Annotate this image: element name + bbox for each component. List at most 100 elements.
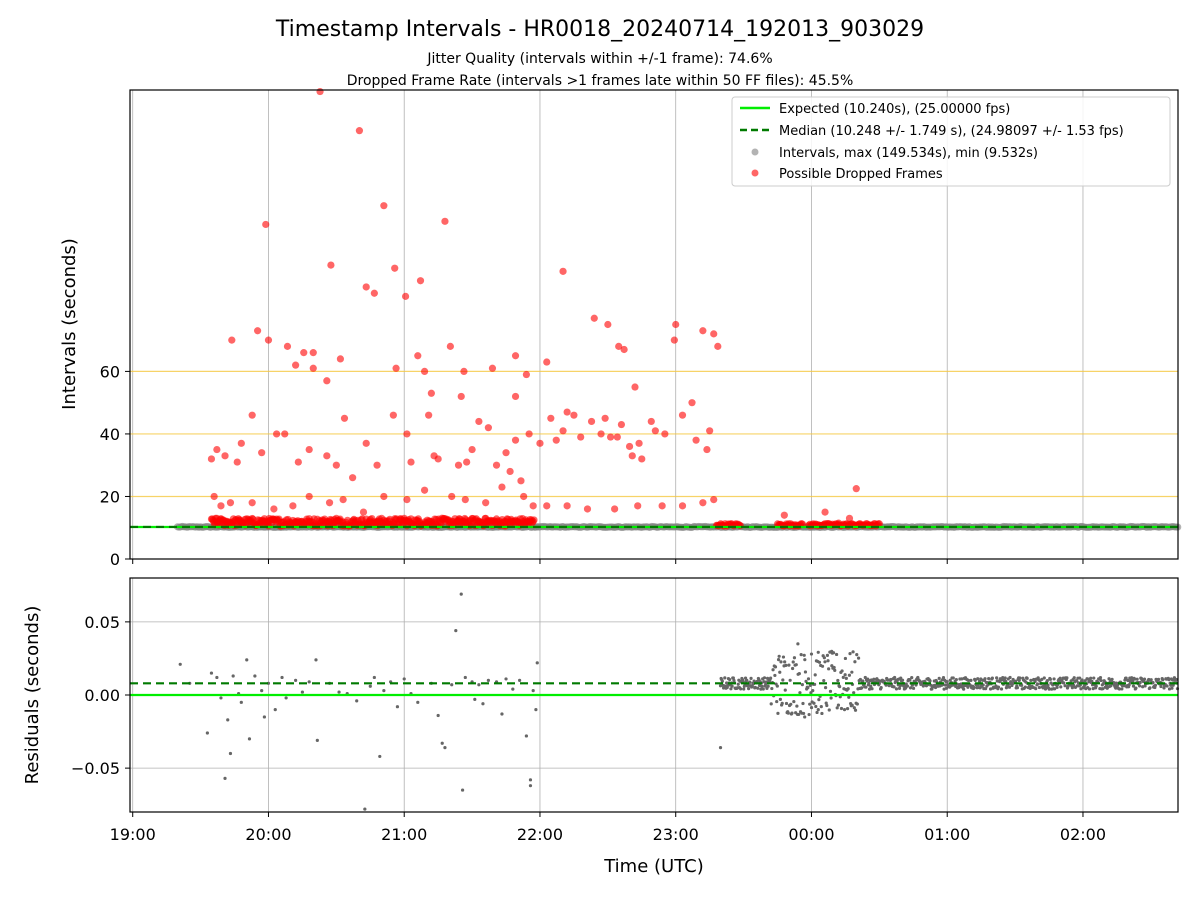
xtick-label-19:00: 19:00 bbox=[110, 825, 156, 844]
residual-point bbox=[999, 687, 1004, 691]
residuals-ytick-label: −0.05 bbox=[71, 759, 120, 778]
dropped-frame-point bbox=[703, 445, 711, 454]
residual-point bbox=[726, 683, 730, 688]
dropped-frame-point bbox=[547, 414, 555, 422]
residual-point bbox=[1052, 677, 1056, 681]
xtick-label-00:00: 00:00 bbox=[788, 825, 834, 844]
residual-point bbox=[969, 678, 973, 682]
xtick-label-01:00: 01:00 bbox=[924, 825, 970, 844]
residual-point bbox=[280, 675, 284, 680]
dropped-frame-point bbox=[457, 392, 465, 401]
residual-point bbox=[1008, 675, 1012, 680]
residual-point bbox=[1053, 687, 1057, 691]
residual-point bbox=[847, 673, 852, 677]
residual-point bbox=[1170, 686, 1174, 690]
residual-point bbox=[1133, 677, 1137, 681]
residual-point bbox=[753, 685, 757, 690]
residual-point bbox=[477, 683, 481, 687]
residual-point bbox=[382, 689, 386, 693]
dropped-frame-point bbox=[672, 320, 680, 329]
residual-point bbox=[534, 708, 538, 712]
residual-point bbox=[1063, 684, 1067, 688]
dropped-frame-point bbox=[611, 505, 619, 513]
residual-point bbox=[1109, 684, 1113, 688]
residual-point bbox=[307, 680, 311, 684]
dropped-frame-point bbox=[736, 521, 744, 530]
residual-point bbox=[792, 656, 797, 660]
residual-point bbox=[990, 676, 994, 680]
dropped-frame-point bbox=[530, 516, 538, 524]
residual-point bbox=[852, 691, 856, 695]
residual-point bbox=[736, 682, 740, 686]
residual-point bbox=[1131, 684, 1136, 688]
residual-point bbox=[1134, 686, 1138, 690]
residual-point bbox=[481, 702, 485, 706]
residual-point bbox=[836, 703, 841, 707]
residual-point bbox=[300, 690, 305, 694]
residual-point bbox=[1047, 687, 1051, 691]
residual-point bbox=[788, 678, 792, 682]
residual-point bbox=[504, 677, 508, 681]
residual-point bbox=[794, 663, 798, 667]
residual-point bbox=[1040, 677, 1044, 681]
dropped-frame-point bbox=[248, 411, 256, 419]
residual-point bbox=[860, 686, 864, 690]
dropped-frame-point bbox=[590, 314, 598, 322]
residual-point bbox=[803, 715, 807, 719]
residual-point bbox=[844, 676, 848, 680]
residual-point bbox=[528, 784, 533, 788]
residual-point bbox=[807, 712, 811, 717]
residual-point bbox=[1124, 676, 1128, 680]
residual-point bbox=[966, 685, 970, 689]
dropped-frame-point bbox=[625, 442, 634, 451]
dropped-frame-point bbox=[525, 430, 533, 438]
dropped-frame-point bbox=[327, 261, 335, 269]
residual-point bbox=[1167, 678, 1171, 682]
dropped-frame-point bbox=[292, 517, 300, 526]
residual-point bbox=[800, 683, 804, 687]
residual-point bbox=[889, 677, 893, 682]
dropped-frame-point bbox=[563, 502, 571, 510]
residual-point bbox=[798, 691, 802, 695]
residual-point bbox=[728, 677, 732, 682]
legend: Expected (10.240s), (25.00000 fps) Media… bbox=[731, 96, 1171, 187]
legend-box bbox=[731, 96, 1171, 187]
residual-point bbox=[851, 650, 855, 654]
dropped-frame-point bbox=[323, 377, 331, 385]
dropped-frame-point bbox=[401, 292, 410, 300]
residual-point bbox=[511, 687, 515, 691]
dropped-frame-point bbox=[559, 427, 567, 435]
residual-point bbox=[226, 718, 230, 722]
residual-point bbox=[1023, 685, 1027, 689]
dropped-frame-point bbox=[498, 483, 506, 491]
residual-point bbox=[732, 678, 736, 683]
dropped-frame-point bbox=[237, 439, 245, 447]
dropped-frame-point bbox=[210, 492, 218, 501]
dropped-frame-point bbox=[509, 517, 517, 526]
residual-point bbox=[766, 684, 770, 688]
residual-point bbox=[524, 734, 528, 738]
intervals-panel: 0 20 40 60 Intervals (seconds) Expected (10… bbox=[59, 87, 1182, 569]
dropped-frame-point bbox=[325, 499, 334, 507]
residual-point bbox=[803, 658, 807, 662]
dropped-frame-point bbox=[454, 517, 463, 526]
residual-point bbox=[355, 699, 359, 703]
residual-point bbox=[260, 689, 264, 693]
dropped-frame-point bbox=[468, 445, 476, 454]
residual-point bbox=[416, 700, 420, 704]
dropped-frame-point bbox=[852, 485, 860, 493]
residual-point bbox=[1141, 685, 1145, 689]
residual-point bbox=[797, 672, 801, 676]
dropped-frame-point bbox=[559, 267, 567, 275]
residual-point bbox=[867, 687, 872, 691]
dropped-frame-point bbox=[407, 458, 415, 466]
residual-point bbox=[1098, 676, 1103, 680]
dropped-frame-point bbox=[420, 367, 429, 375]
residual-point bbox=[937, 676, 941, 681]
residual-point bbox=[459, 592, 463, 596]
residual-point bbox=[814, 704, 818, 709]
residual-point bbox=[1048, 677, 1052, 681]
dropped-frame-point bbox=[699, 499, 707, 507]
residuals-panel: 0.05 0.00 −0.05 19:00 20:00 21:00 22:00 23:00 0… bbox=[22, 577, 1180, 877]
residual-point bbox=[378, 754, 382, 759]
